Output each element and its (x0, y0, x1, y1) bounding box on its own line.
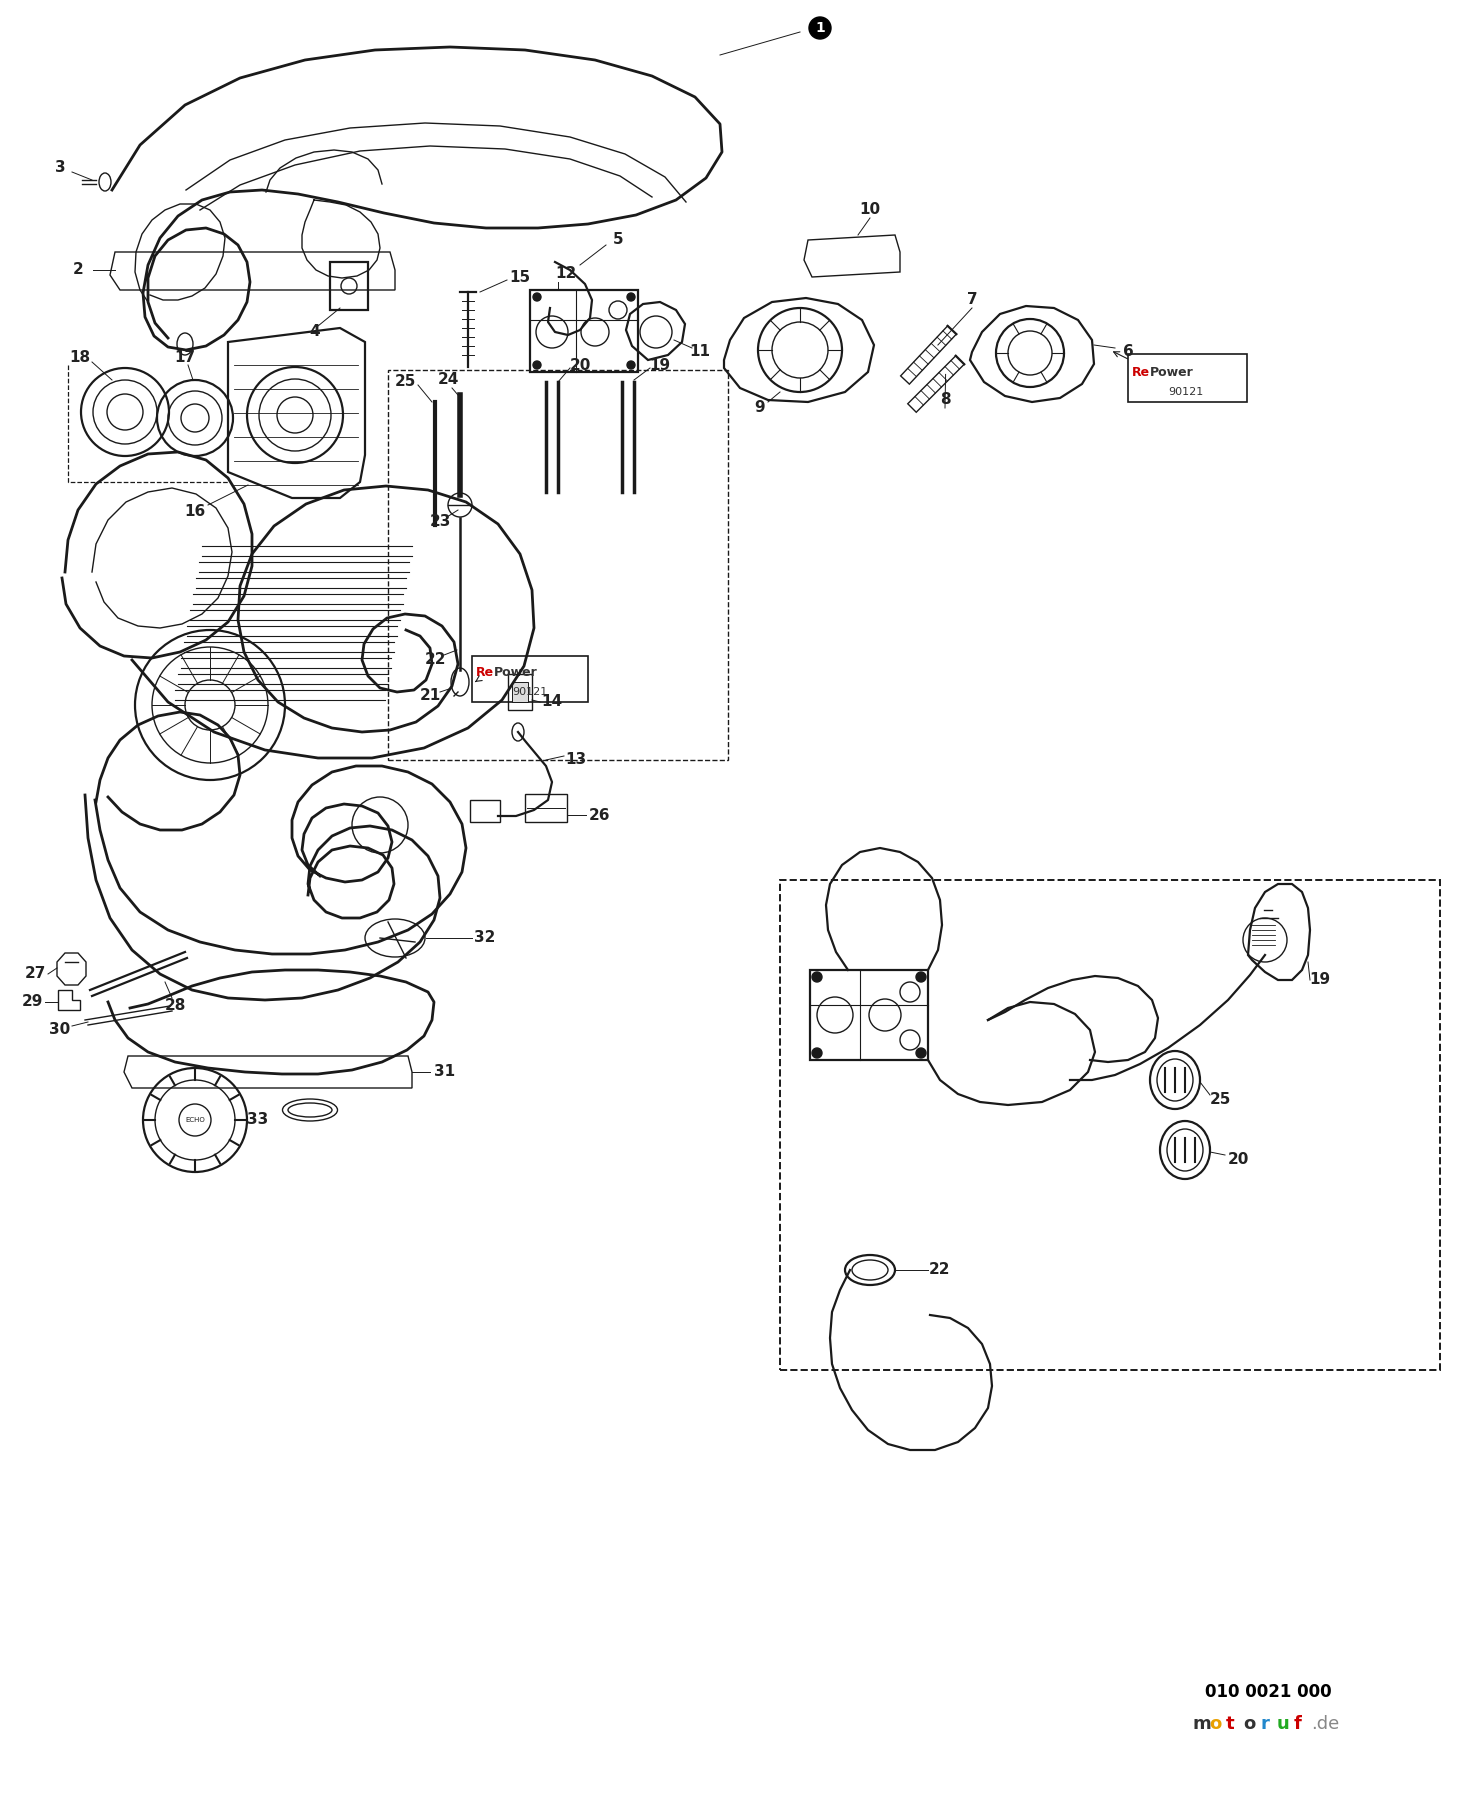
Text: 25: 25 (395, 374, 415, 389)
Text: r: r (1260, 1715, 1268, 1733)
Circle shape (533, 293, 542, 301)
Text: 010 0021 000: 010 0021 000 (1205, 1683, 1331, 1701)
Text: 30: 30 (50, 1022, 70, 1037)
Text: 16: 16 (185, 504, 206, 520)
Text: 2: 2 (72, 263, 84, 277)
Bar (512, 682, 528, 702)
Text: 27: 27 (25, 967, 46, 981)
Text: 9: 9 (755, 401, 765, 416)
Text: m: m (1192, 1715, 1211, 1733)
Text: Power: Power (495, 666, 537, 679)
Text: 22: 22 (929, 1262, 951, 1278)
Text: 26: 26 (589, 808, 611, 823)
Text: 8: 8 (940, 392, 950, 407)
Bar (508, 673, 531, 709)
Circle shape (916, 972, 926, 983)
Text: 4: 4 (310, 324, 320, 340)
Text: 90121: 90121 (512, 688, 548, 697)
Text: 14: 14 (542, 695, 562, 709)
Bar (330, 263, 368, 310)
Text: 12: 12 (555, 266, 577, 281)
Text: 25: 25 (1210, 1093, 1230, 1107)
Text: 3: 3 (54, 160, 65, 176)
Bar (810, 970, 928, 1060)
Bar (526, 794, 567, 823)
Bar (530, 290, 639, 373)
Text: t: t (1226, 1715, 1235, 1733)
Text: .de: .de (1311, 1715, 1339, 1733)
Text: 20: 20 (1227, 1152, 1249, 1168)
Circle shape (812, 972, 822, 983)
Text: u: u (1277, 1715, 1290, 1733)
Text: 23: 23 (429, 515, 451, 529)
Text: 31: 31 (435, 1064, 455, 1080)
Text: 21: 21 (420, 688, 440, 704)
Text: 11: 11 (690, 344, 711, 360)
Text: Power: Power (1149, 365, 1193, 378)
Text: 33: 33 (248, 1112, 269, 1127)
Text: 29: 29 (22, 994, 43, 1010)
Text: o: o (1243, 1715, 1255, 1733)
Text: Re: Re (1132, 365, 1149, 378)
Text: 13: 13 (565, 752, 587, 767)
Circle shape (809, 16, 831, 40)
Text: 28: 28 (164, 997, 185, 1012)
Text: o: o (1210, 1715, 1221, 1733)
Text: 22: 22 (424, 653, 446, 668)
Circle shape (533, 362, 542, 369)
Text: 5: 5 (612, 232, 624, 247)
Circle shape (916, 1048, 926, 1058)
Text: Re: Re (476, 666, 495, 679)
Text: 90121: 90121 (1169, 387, 1204, 398)
Text: 32: 32 (474, 931, 496, 945)
Text: 19: 19 (649, 358, 671, 373)
Text: 17: 17 (175, 351, 195, 365)
Bar (388, 371, 728, 760)
Text: ECHO: ECHO (185, 1118, 206, 1123)
Text: f: f (1293, 1715, 1302, 1733)
FancyBboxPatch shape (473, 655, 589, 702)
Text: 24: 24 (437, 373, 458, 387)
Circle shape (812, 1048, 822, 1058)
Text: 19: 19 (1309, 972, 1330, 988)
Circle shape (627, 293, 636, 301)
Text: 15: 15 (509, 270, 530, 286)
FancyBboxPatch shape (1127, 355, 1246, 401)
Circle shape (627, 362, 636, 369)
Text: 7: 7 (967, 292, 978, 308)
Text: 20: 20 (570, 358, 590, 373)
Text: 10: 10 (859, 203, 881, 218)
Bar (470, 799, 501, 823)
Text: 1: 1 (815, 22, 825, 34)
Text: 6: 6 (1123, 344, 1133, 360)
Bar (780, 880, 1440, 1370)
Text: 18: 18 (69, 351, 91, 365)
